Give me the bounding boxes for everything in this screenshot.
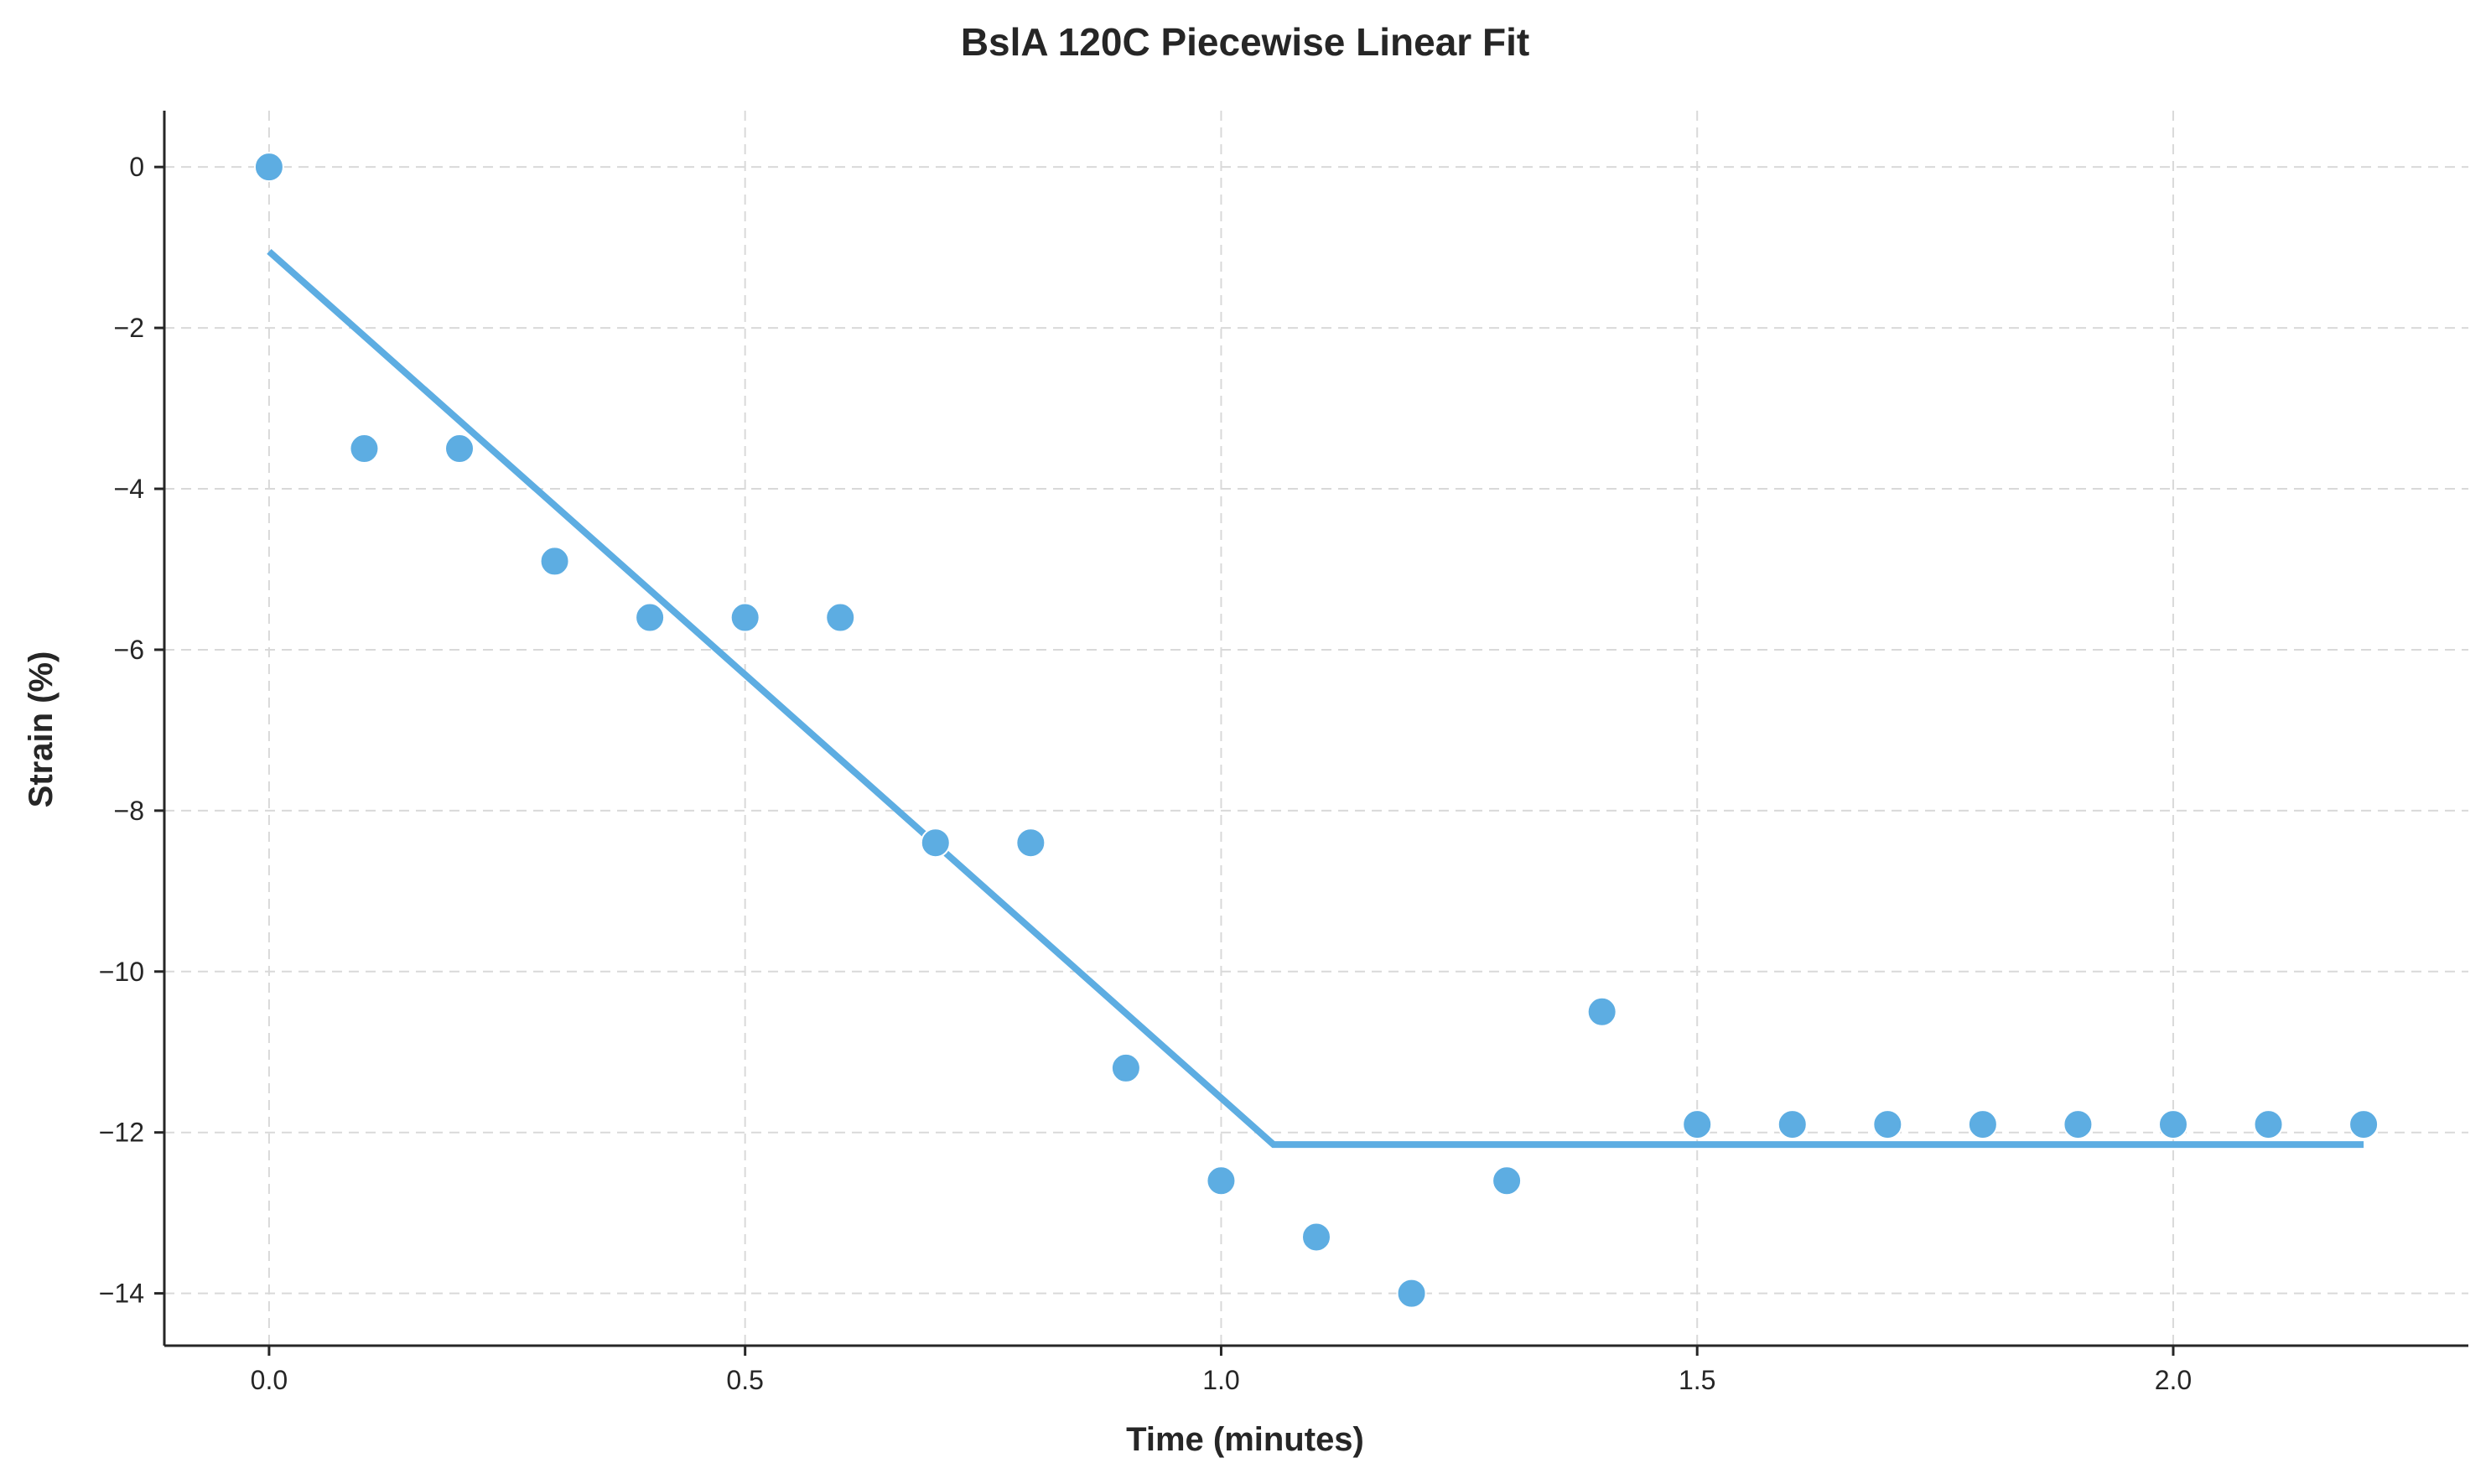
y-tick-label: −4	[114, 474, 144, 504]
y-tick-label: −14	[99, 1279, 144, 1309]
data-point	[1206, 1165, 1237, 1196]
data-point	[825, 602, 856, 633]
y-tick-label: −10	[99, 957, 144, 987]
data-point	[349, 433, 380, 464]
x-axis-label: Time (minutes)	[1126, 1421, 1364, 1458]
data-point	[539, 546, 570, 577]
data-point	[1777, 1109, 1808, 1140]
data-point	[729, 602, 760, 633]
data-point	[635, 602, 666, 633]
y-axis-label: Strain (%)	[23, 651, 60, 808]
data-point	[2348, 1109, 2379, 1140]
data-point	[1872, 1109, 1903, 1140]
data-point	[1015, 828, 1046, 859]
data-point	[1301, 1222, 1331, 1253]
data-point	[1586, 996, 1617, 1027]
chart-title: BslA 120C Piecewise Linear Fit	[961, 20, 1529, 64]
data-point	[1682, 1109, 1713, 1140]
data-point	[1396, 1278, 1427, 1309]
data-point	[253, 152, 284, 183]
x-tick-label: 0.5	[726, 1365, 763, 1395]
y-tick-label: −12	[99, 1118, 144, 1148]
fit-line	[267, 248, 2364, 1149]
y-tick-label: −8	[114, 796, 144, 826]
data-point	[2157, 1109, 2188, 1140]
data-point	[920, 828, 951, 859]
axis-ticks: 0.0 0.5 1.0 1.5 2.0 0 −2 −4 −6 −8 −10 −12 −14	[99, 152, 2193, 1395]
data-point	[444, 433, 475, 464]
data-point	[1967, 1109, 1998, 1140]
data-series	[253, 152, 2379, 1309]
data-point	[1492, 1165, 1523, 1196]
y-tick-label: −6	[114, 635, 144, 665]
data-point	[2063, 1109, 2094, 1140]
x-tick-label: 1.5	[1679, 1365, 1715, 1395]
y-tick-label: 0	[129, 152, 144, 182]
data-point	[1110, 1052, 1141, 1083]
x-tick-label: 2.0	[2155, 1365, 2192, 1395]
data-point	[2253, 1109, 2284, 1140]
x-tick-label: 1.0	[1202, 1365, 1239, 1395]
grid	[164, 111, 2468, 1346]
x-tick-label: 0.0	[251, 1365, 288, 1395]
y-tick-label: −2	[114, 313, 144, 343]
